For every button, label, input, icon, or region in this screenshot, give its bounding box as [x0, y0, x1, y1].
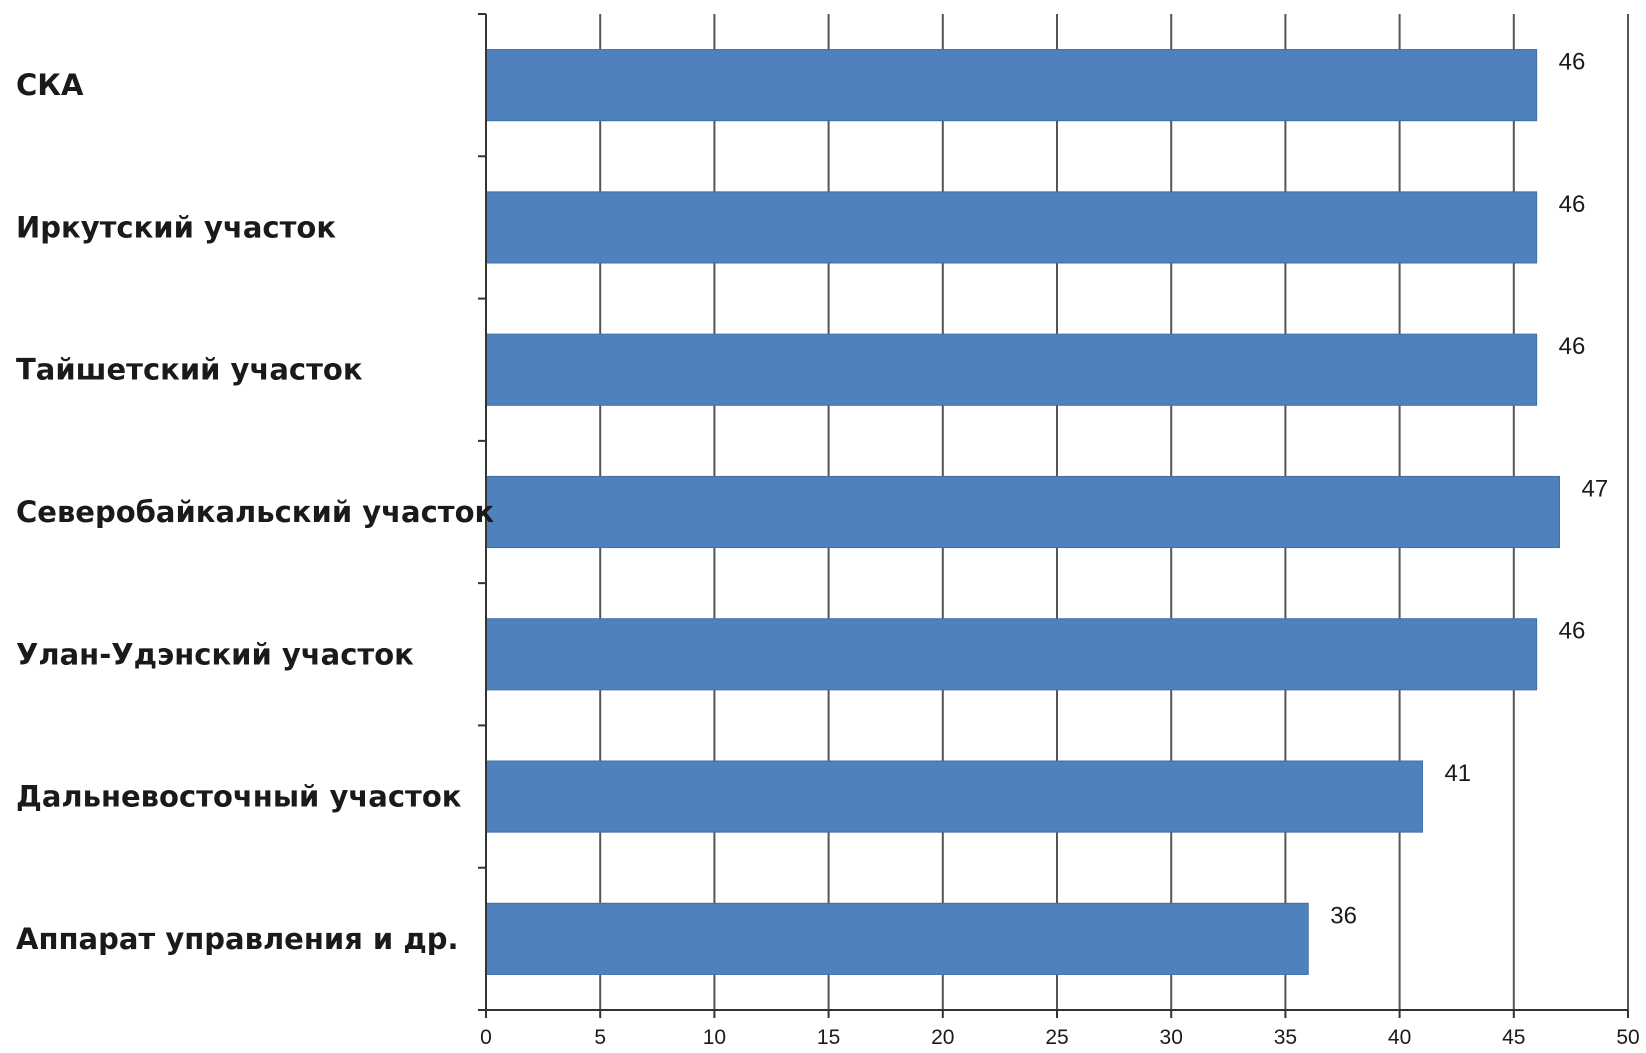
data-label: 46 — [1559, 191, 1586, 218]
x-tick-label: 15 — [817, 1026, 840, 1049]
data-label: 46 — [1559, 618, 1586, 645]
bar — [485, 760, 1423, 833]
bar — [485, 475, 1560, 549]
bars — [485, 49, 1560, 975]
bar — [485, 191, 1538, 264]
data-label: 46 — [1559, 333, 1586, 360]
bar — [485, 49, 1538, 122]
category-label: Улан-Удэнский участок — [16, 637, 414, 671]
bar — [485, 902, 1309, 975]
category-label: СКА — [16, 68, 84, 102]
category-label: Северобайкальский участок — [16, 495, 495, 529]
x-tick-label: 25 — [1045, 1026, 1068, 1049]
data-label: 41 — [1444, 760, 1471, 787]
bar — [485, 333, 1538, 406]
x-tick-label: 35 — [1274, 1026, 1297, 1049]
labels: 46 46 46 47 46 41 36 СКА Иркутский участок Тайшет… — [16, 49, 1640, 1049]
category-label: Дальневосточный участок — [16, 780, 462, 814]
x-tick-label: 5 — [594, 1026, 606, 1049]
x-tick-label: 30 — [1160, 1026, 1183, 1049]
category-label: Иркутский участок — [16, 210, 336, 244]
x-tick-label: 20 — [931, 1026, 954, 1049]
axes — [478, 13, 1629, 1018]
x-tick-label: 10 — [703, 1026, 726, 1049]
data-label: 36 — [1330, 902, 1357, 929]
x-tick-label: 45 — [1502, 1026, 1525, 1049]
category-label: Аппарат управления и др. — [16, 922, 459, 956]
x-tick-label: 0 — [480, 1026, 492, 1049]
bar — [485, 618, 1538, 691]
category-label: Тайшетский участок — [16, 353, 363, 387]
data-label: 47 — [1581, 475, 1608, 502]
x-tick-label: 40 — [1388, 1026, 1411, 1049]
data-label: 46 — [1559, 49, 1586, 76]
x-tick-label: 50 — [1616, 1026, 1639, 1049]
